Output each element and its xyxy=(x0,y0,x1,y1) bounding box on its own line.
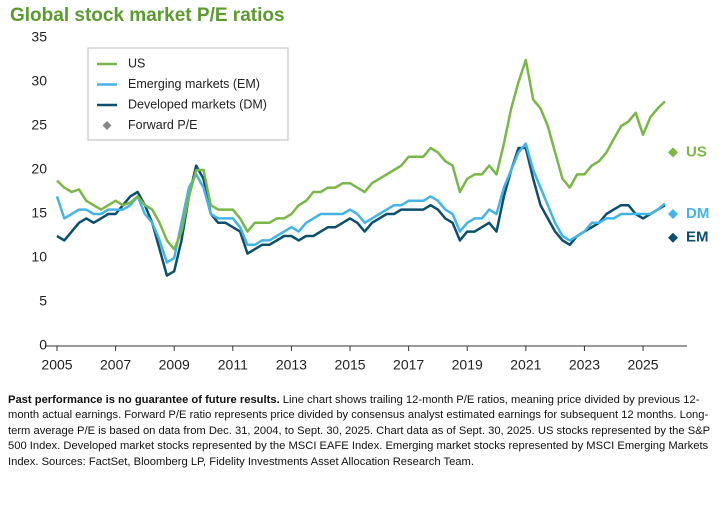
y-tick-label: 10 xyxy=(31,249,47,265)
series-line xyxy=(56,146,666,277)
legend-box xyxy=(87,47,289,141)
y-tick-label: 30 xyxy=(31,73,47,89)
footnote: Past performance is no guarantee of futu… xyxy=(8,393,722,470)
y-tick-label: 20 xyxy=(31,161,47,177)
y-tick-label: 15 xyxy=(31,205,47,221)
x-tick-label: 2005 xyxy=(41,357,72,373)
y-tick-label: 35 xyxy=(31,29,47,45)
x-tick-label: 2013 xyxy=(276,357,307,373)
footnote-text: Line chart shows trailing 12-month P/E r… xyxy=(8,394,710,468)
series-line xyxy=(56,58,666,251)
y-tick-label: 25 xyxy=(31,117,47,133)
forward-label: EM xyxy=(686,229,709,246)
y-tick-label: 5 xyxy=(39,293,47,309)
forward-label: DM xyxy=(686,205,709,222)
x-tick-label: 2023 xyxy=(569,357,600,373)
forward-marker xyxy=(668,147,678,158)
y-tick-label: 0 xyxy=(39,337,47,353)
legend-swatch xyxy=(102,121,112,130)
series-line xyxy=(55,142,666,264)
legend-label: US xyxy=(128,56,145,70)
chart-title: Global stock market P/E ratios xyxy=(10,5,285,26)
x-tick-label: 2021 xyxy=(510,357,541,373)
legend-label: Developed markets (DM) xyxy=(128,97,267,111)
legend-label: Forward P/E xyxy=(128,118,197,132)
x-tick-label: 2007 xyxy=(100,357,131,373)
x-tick-label: 2009 xyxy=(159,357,190,373)
x-tick-label: 2017 xyxy=(393,357,424,373)
forward-marker xyxy=(668,232,678,243)
x-tick-label: 2015 xyxy=(334,357,365,373)
legend-label: Emerging markets (EM) xyxy=(128,77,260,91)
chart: Global stock market P/E ratios 051015202… xyxy=(10,5,709,373)
x-tick-label: 2019 xyxy=(452,357,483,373)
forward-label: US xyxy=(686,143,707,160)
x-tick-label: 2025 xyxy=(627,357,658,373)
forward-marker xyxy=(668,209,678,219)
footnote-bold: Past performance is no guarantee of futu… xyxy=(8,394,280,406)
x-tick-label: 2011 xyxy=(218,357,248,373)
